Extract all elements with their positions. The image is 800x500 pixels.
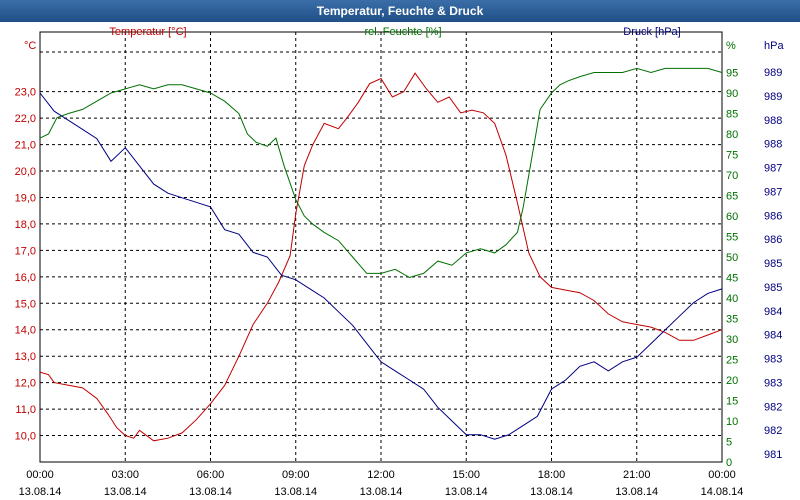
humidity-tick-label: 65 <box>726 191 738 203</box>
x-tick-date: 13.08.14 <box>104 486 147 498</box>
humidity-tick-label: 50 <box>726 252 738 264</box>
window-title: Temperatur, Feuchte & Druck <box>0 0 800 22</box>
temperature-tick-label: 12,0 <box>15 378 36 390</box>
x-tick-time: 12:00 <box>367 469 395 481</box>
pressure-tick-label: 989 <box>764 67 782 79</box>
temperature-tick-label: 10,0 <box>15 431 36 443</box>
humidity-tick-label: 95 <box>726 68 738 80</box>
pressure-tick-label: 988 <box>764 115 782 127</box>
x-tick-time: 03:00 <box>111 469 139 481</box>
x-tick-time: 18:00 <box>538 469 566 481</box>
temperature-tick-label: 13,0 <box>15 351 36 363</box>
series-line-humidity <box>39 67 723 279</box>
humidity-tick-label: 45 <box>726 273 738 285</box>
pressure-tick-label: 983 <box>764 377 782 389</box>
x-tick-time: 09:00 <box>282 469 310 481</box>
x-tick-date: 13.08.14 <box>19 486 62 498</box>
temperature-tick-label: 11,0 <box>15 404 36 416</box>
series-line-pressure <box>39 92 723 440</box>
pressure-tick-label: 987 <box>764 163 782 175</box>
x-tick-date: 13.08.14 <box>360 486 403 498</box>
pressure-tick-label: 984 <box>764 306 782 318</box>
pressure-tick-label: 984 <box>764 330 782 342</box>
pressure-tick-label: 983 <box>764 354 782 366</box>
x-tick-time: 15:00 <box>452 469 480 481</box>
temperature-tick-label: 16,0 <box>15 272 36 284</box>
pressure-tick-label: 986 <box>764 234 782 246</box>
humidity-tick-label: 70 <box>726 170 738 182</box>
pressure-tick-label: 981 <box>764 449 782 461</box>
pressure-tick-label: 982 <box>764 425 782 437</box>
temperature-tick-label: 18,0 <box>15 219 36 231</box>
series-line-temperature <box>39 72 723 442</box>
pressure-tick-label: 989 <box>764 91 782 103</box>
x-tick-time: 00:00 <box>708 469 736 481</box>
pressure-tick-label: 985 <box>764 282 782 294</box>
chart: 00:00 13.08.14 03:00 13.08.14 06:00 13.08.14 0… <box>15 26 785 498</box>
humidity-tick-label: 80 <box>726 129 738 141</box>
humidity-tick-label: 5 <box>726 437 732 449</box>
temperature-tick-label: 20,0 <box>15 166 36 178</box>
x-tick-date: 13.08.14 <box>274 486 317 498</box>
temperature-tick-label: 23,0 <box>15 87 36 99</box>
temperature-tick-label: 14,0 <box>15 325 36 337</box>
x-tick-date: 13.08.14 <box>189 486 232 498</box>
x-tick-time: 06:00 <box>197 469 225 481</box>
temperature-tick-label: 22,0 <box>15 113 36 125</box>
humidity-tick-label: 25 <box>726 355 738 367</box>
x-tick-time: 21:00 <box>623 469 651 481</box>
pressure-axis-title: Druck [hPa] <box>623 26 680 38</box>
humidity-tick-label: 20 <box>726 375 738 387</box>
humidity-unit: % <box>726 40 736 52</box>
humidity-tick-label: 75 <box>726 150 738 162</box>
humidity-tick-label: 90 <box>726 88 738 100</box>
humidity-tick-label: 15 <box>726 396 738 408</box>
humidity-tick-label: 85 <box>726 109 738 121</box>
humidity-tick-label: 30 <box>726 334 738 346</box>
temperature-unit: °C <box>24 40 36 52</box>
temperature-tick-label: 15,0 <box>15 298 36 310</box>
pressure-tick-label: 988 <box>764 139 782 151</box>
x-tick-time: 00:00 <box>26 469 54 481</box>
humidity-axis-title: rel. Feuchte [%] <box>364 26 441 38</box>
humidity-tick-label: 55 <box>726 232 738 244</box>
plot-frame <box>39 31 723 463</box>
humidity-tick-label: 40 <box>726 293 738 305</box>
humidity-tick-label: 0 <box>726 457 732 469</box>
temperature-tick-label: 17,0 <box>15 245 36 257</box>
temperature-axis-title: Temperatur [°C] <box>109 26 186 38</box>
pressure-tick-label: 987 <box>764 186 782 198</box>
x-tick-date: 14.08.14 <box>701 486 744 498</box>
temperature-tick-label: 21,0 <box>15 140 36 152</box>
pressure-tick-label: 985 <box>764 258 782 270</box>
temperature-tick-label: 19,0 <box>15 192 36 204</box>
humidity-tick-label: 35 <box>726 314 738 326</box>
x-tick-date: 13.08.14 <box>445 486 488 498</box>
x-tick-date: 13.08.14 <box>530 486 573 498</box>
pressure-tick-label: 986 <box>764 210 782 222</box>
pressure-tick-label: 982 <box>764 401 782 413</box>
x-tick-date: 13.08.14 <box>615 486 658 498</box>
pressure-unit: hPa <box>764 40 784 52</box>
humidity-tick-label: 60 <box>726 211 738 223</box>
humidity-tick-label: 10 <box>726 416 738 428</box>
